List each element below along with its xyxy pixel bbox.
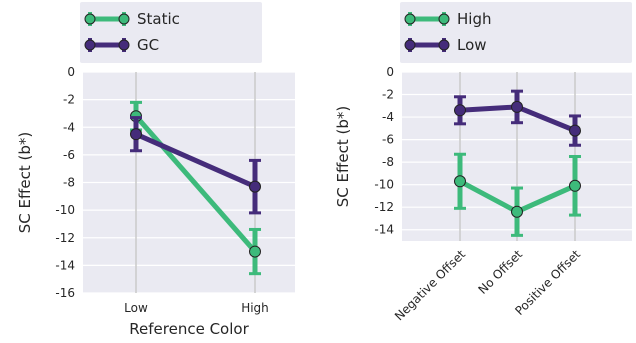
y-axis-label: SC Effect (b*) [16, 132, 34, 233]
data-point [454, 175, 466, 188]
y-tick-label: 0 [386, 65, 394, 79]
chart-2: 0 -2 -4 -6 -8 -10 -12 -14 Negative Offset No Offs… [334, 2, 632, 323]
legend-marker [118, 39, 130, 51]
data-point [454, 104, 466, 117]
y-tick-label: -6 [63, 148, 75, 162]
legend-marker [438, 39, 450, 51]
legend-marker [438, 13, 450, 25]
y-tick-label: -10 [374, 178, 394, 192]
series-high [454, 152, 581, 237]
y-tick-label: -14 [55, 258, 75, 272]
legend-label: Static [137, 10, 180, 28]
y-tick-label: -12 [374, 200, 394, 214]
legend-marker [84, 13, 96, 25]
legend-marker [404, 13, 416, 25]
y-tick-label: -4 [63, 120, 75, 134]
legend-marker [84, 39, 96, 51]
x-tick-label: High [241, 301, 269, 315]
y-tick-label: -2 [382, 88, 394, 102]
legend-item-gc: GC [84, 36, 159, 54]
legend-item-high: High [404, 10, 491, 28]
legend: High Low [400, 2, 632, 63]
series-line [134, 131, 257, 189]
series-gc [130, 116, 261, 215]
legend-label: GC [137, 36, 159, 54]
x-tick-label: Low [124, 301, 148, 315]
legend: Static GC [80, 2, 262, 63]
data-point [130, 128, 142, 141]
data-point [569, 179, 581, 192]
chart-1: 0 -2 -4 -6 -8 -10 -12 -14 -16 Low High SC Effect (b… [16, 2, 295, 338]
legend-label: Low [457, 36, 487, 54]
legend-item-static: Static [84, 10, 180, 28]
y-tick-label: -2 [63, 93, 75, 107]
y-tick-label: -8 [63, 176, 75, 190]
y-tick-label: -6 [382, 133, 394, 147]
y-tick-label: -10 [55, 203, 75, 217]
x-axis-label: Reference Color [129, 320, 249, 338]
legend-box [400, 2, 632, 63]
y-tick-label: -8 [382, 155, 394, 169]
legend-label: High [457, 10, 491, 28]
data-point [511, 100, 523, 113]
data-point [511, 205, 523, 218]
y-tick-label: -14 [374, 223, 394, 237]
y-tick-label: 0 [67, 65, 75, 79]
x-tick-label: Negative Offset [392, 247, 468, 323]
series-line [134, 114, 257, 254]
legend-marker [118, 13, 130, 25]
data-point [249, 180, 261, 193]
y-axis-label: SC Effect (b*) [334, 106, 352, 207]
data-point [569, 124, 581, 137]
y-tick-label: -4 [382, 110, 394, 124]
x-tick-label: No Offset [475, 247, 525, 297]
y-tick-label: -12 [55, 231, 75, 245]
y-tick-label: -16 [55, 286, 75, 300]
legend-item-low: Low [404, 36, 487, 54]
series-low [454, 89, 581, 147]
data-point [249, 245, 261, 258]
legend-marker [404, 39, 416, 51]
